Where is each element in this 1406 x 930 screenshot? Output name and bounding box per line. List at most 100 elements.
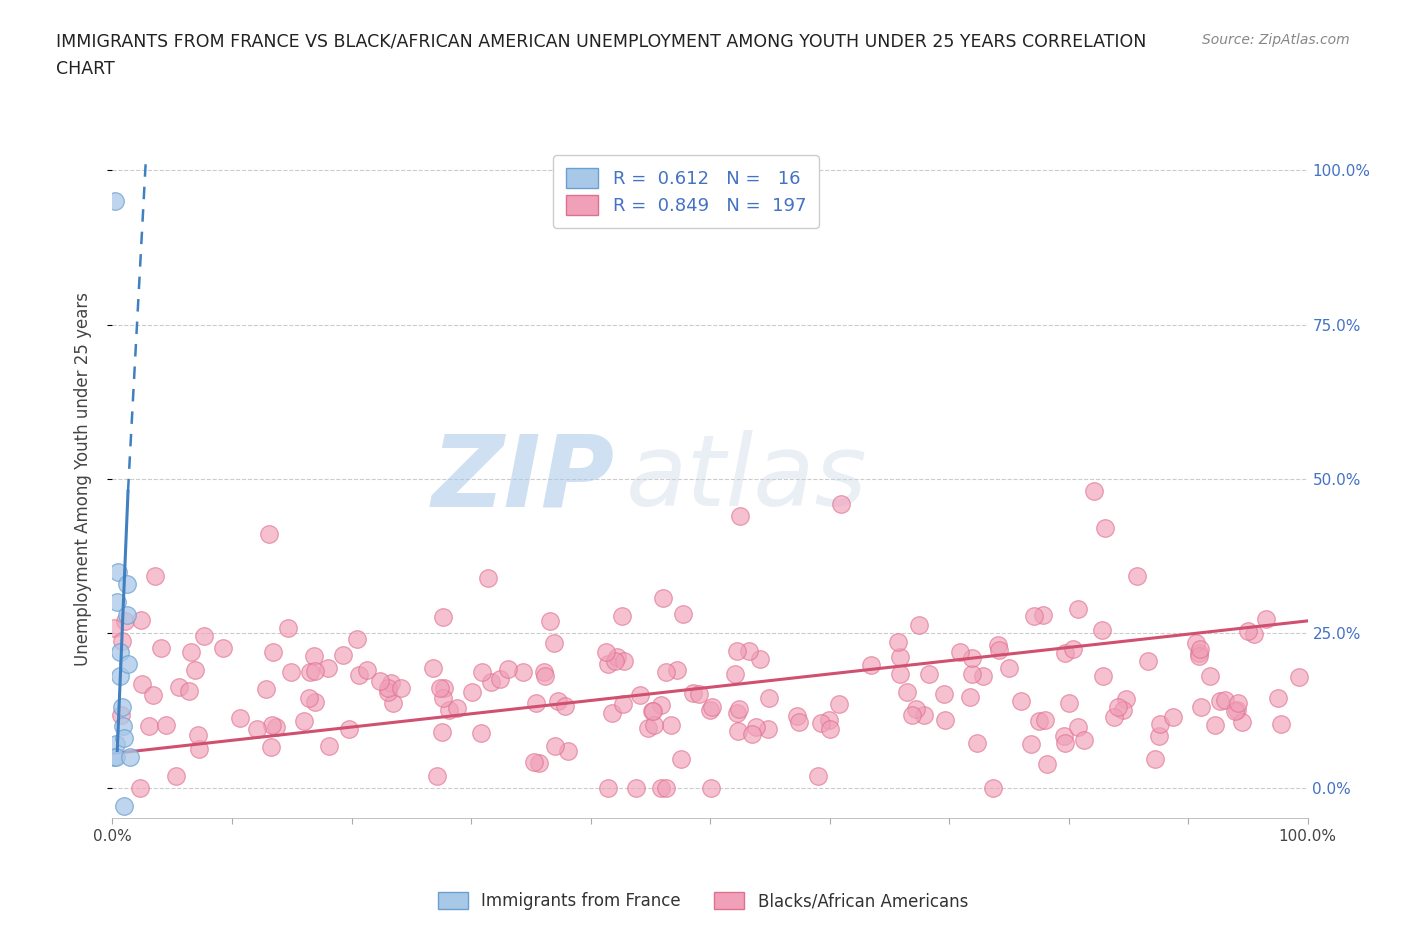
Point bbox=[889, 649, 911, 664]
Point bbox=[896, 685, 918, 700]
Point bbox=[901, 708, 924, 723]
Point bbox=[193, 629, 215, 644]
Point bbox=[595, 644, 617, 659]
Point bbox=[1067, 602, 1090, 617]
Point bbox=[665, 663, 688, 678]
Point bbox=[382, 696, 405, 711]
Point bbox=[934, 713, 956, 728]
Point bbox=[1057, 695, 1080, 710]
Point bbox=[1147, 728, 1170, 743]
Point bbox=[380, 675, 402, 690]
Point bbox=[389, 681, 412, 696]
Point bbox=[818, 722, 841, 737]
Point bbox=[887, 634, 910, 649]
Point bbox=[432, 690, 454, 705]
Point bbox=[1091, 623, 1114, 638]
Point bbox=[727, 724, 749, 738]
Point bbox=[114, 614, 136, 629]
Point bbox=[304, 663, 326, 678]
Point bbox=[1161, 710, 1184, 724]
Point bbox=[471, 664, 494, 679]
Point bbox=[211, 640, 233, 655]
Point bbox=[316, 661, 339, 676]
Point bbox=[1270, 717, 1292, 732]
Point bbox=[1215, 692, 1237, 707]
Point bbox=[1053, 729, 1076, 744]
Point bbox=[807, 768, 830, 783]
Point bbox=[129, 780, 152, 795]
Point bbox=[432, 724, 454, 739]
Point bbox=[1115, 692, 1137, 707]
Point bbox=[966, 736, 988, 751]
Point bbox=[302, 648, 325, 663]
Point bbox=[112, 718, 135, 733]
Point bbox=[529, 756, 551, 771]
Point bbox=[934, 686, 956, 701]
Point bbox=[533, 664, 555, 679]
Point bbox=[554, 698, 576, 713]
Point bbox=[1204, 718, 1226, 733]
Point bbox=[150, 641, 173, 656]
Point bbox=[688, 686, 710, 701]
Point bbox=[917, 666, 939, 681]
Point bbox=[1036, 757, 1059, 772]
Point bbox=[422, 661, 444, 676]
Point bbox=[669, 751, 692, 766]
Point bbox=[998, 661, 1021, 676]
Point bbox=[1144, 751, 1167, 766]
Point bbox=[960, 650, 983, 665]
Point bbox=[1136, 654, 1159, 669]
Point bbox=[610, 608, 633, 623]
Point bbox=[277, 621, 299, 636]
Point bbox=[142, 687, 165, 702]
Point bbox=[114, 799, 135, 814]
Point bbox=[260, 717, 283, 732]
Point bbox=[477, 570, 499, 585]
Point bbox=[606, 649, 628, 664]
Point bbox=[758, 691, 780, 706]
Point bbox=[748, 652, 770, 667]
Point bbox=[1024, 609, 1046, 624]
Point bbox=[756, 722, 779, 737]
Point bbox=[650, 780, 672, 795]
Point bbox=[702, 699, 724, 714]
Point bbox=[1019, 736, 1042, 751]
Point bbox=[905, 701, 928, 716]
Point bbox=[652, 591, 675, 605]
Point bbox=[1010, 694, 1032, 709]
Point bbox=[818, 713, 841, 728]
Point bbox=[260, 739, 283, 754]
Point bbox=[859, 658, 882, 672]
Point bbox=[115, 577, 138, 591]
Point bbox=[1031, 607, 1053, 622]
Point bbox=[533, 668, 555, 683]
Point bbox=[143, 568, 166, 583]
Point bbox=[637, 721, 659, 736]
Point bbox=[728, 509, 751, 524]
Point bbox=[117, 657, 139, 671]
Point bbox=[346, 631, 368, 646]
Text: atlas: atlas bbox=[627, 431, 868, 527]
Point bbox=[1237, 624, 1260, 639]
Point bbox=[1188, 645, 1211, 660]
Point bbox=[184, 662, 207, 677]
Point bbox=[908, 618, 931, 632]
Point bbox=[672, 607, 695, 622]
Point bbox=[429, 681, 451, 696]
Point bbox=[538, 614, 561, 629]
Point bbox=[437, 703, 460, 718]
Point bbox=[1188, 649, 1211, 664]
Point bbox=[1094, 521, 1116, 536]
Point bbox=[120, 750, 142, 764]
Point bbox=[426, 768, 449, 783]
Point bbox=[600, 706, 623, 721]
Point bbox=[603, 654, 626, 669]
Point bbox=[889, 667, 911, 682]
Point bbox=[177, 684, 200, 698]
Point bbox=[1091, 669, 1114, 684]
Point bbox=[292, 713, 315, 728]
Point bbox=[165, 769, 187, 784]
Point bbox=[613, 653, 636, 668]
Point bbox=[111, 633, 134, 648]
Point bbox=[460, 684, 482, 699]
